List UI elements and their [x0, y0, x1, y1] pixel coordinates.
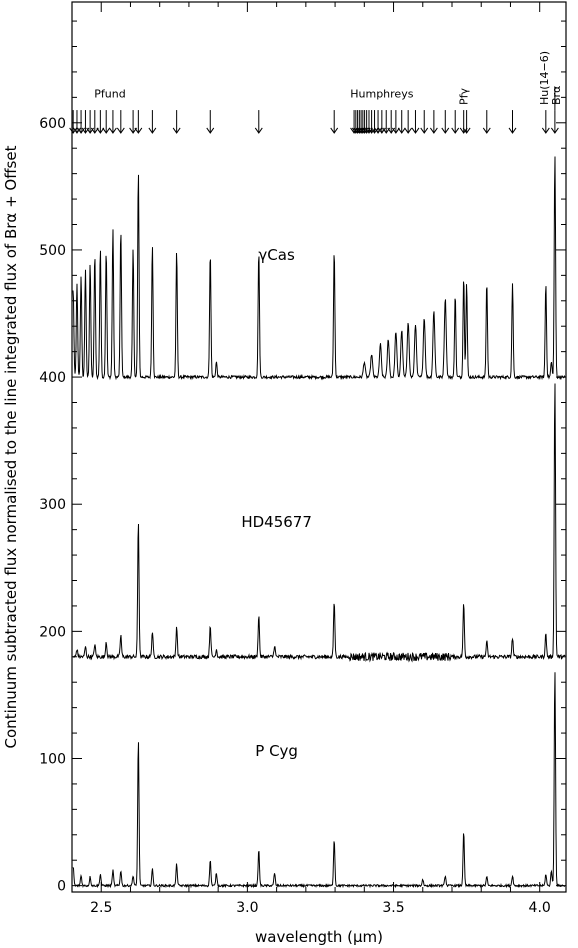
humphreys-arrow-23-head: [462, 127, 471, 134]
x-tick-label: 4.0: [529, 900, 551, 916]
humphreys-arrow-20-head: [429, 127, 438, 134]
y-tick-label: 0: [57, 879, 66, 895]
humphreys-arrow-22-head: [451, 127, 460, 134]
ticks: 2.5 3.0 3.5 4.0 0 100 200 300 400 500 600: [39, 2, 566, 916]
pfund-arrow-15-head: [254, 127, 263, 134]
humphreys-arrow-24-head: [482, 127, 491, 134]
x-tick-label: 3.5: [382, 900, 404, 916]
pfund-arrow-5-head: [90, 127, 99, 134]
pfund-arrow-7-head: [102, 127, 111, 134]
humphreys-arrow-15-head: [391, 127, 400, 134]
series-label-1: HD45677: [241, 513, 312, 531]
humphreys-label: Humphreys: [350, 87, 413, 100]
humphreys-arrow-4-head: [357, 127, 366, 134]
y-tick-label: 500: [39, 243, 66, 259]
hu146-label: Hu(14−6): [538, 51, 551, 105]
pfgamma-arrow-head: [459, 127, 468, 134]
series-line-2: [72, 672, 566, 889]
humphreys-arrow-21-head: [441, 127, 450, 134]
pfund-arrow-16-head: [330, 127, 339, 134]
plot-frame: [71, 1, 567, 893]
humphreys-arrow-16-head: [397, 127, 406, 134]
labels: wavelength (μm) Continuum subtracted flux…: [2, 145, 383, 946]
humphreys-arrow-26-head: [541, 127, 550, 134]
pfund-label: Pfund: [94, 87, 125, 100]
pfund-arrow-12-head: [148, 127, 157, 134]
humphreys-arrow-18-head: [411, 127, 420, 134]
humphreys-arrow-5-head: [358, 127, 367, 134]
humphreys-arrow-17-head: [404, 127, 413, 134]
humphreys-arrow-10-head: [370, 127, 379, 134]
y-tick-label: 200: [39, 624, 66, 640]
series-label-0: γCas: [258, 246, 295, 264]
series-layer: γCas HD45677 P Cyg: [72, 156, 566, 889]
pfund-arrow-9-head: [116, 127, 125, 134]
series-line-0: [72, 156, 566, 381]
humphreys-arrow-25-head: [508, 127, 517, 134]
y-tick-label: 300: [39, 497, 66, 513]
pfund-arrow-13-head: [172, 127, 181, 134]
line-markers: Pfund Humphreys Pfγ Hu(14−6) Brα: [69, 51, 563, 134]
pfund-arrow-11-head: [134, 127, 143, 134]
x-tick-label: 3.0: [236, 900, 258, 916]
bralpha-label: Brα: [550, 86, 563, 105]
axes: [71, 1, 567, 893]
pfund-arrow-8-head: [109, 127, 117, 134]
pfund-arrow-6-head: [96, 127, 105, 134]
pfund-arrow-0-head: [69, 127, 78, 134]
y-tick-label: 600: [39, 116, 66, 132]
bralpha-arrow-head: [550, 127, 559, 134]
series-label-2: P Cyg: [255, 742, 298, 760]
x-axis-title: wavelength (μm): [255, 928, 383, 946]
series-line-1: [72, 383, 566, 663]
humphreys-arrow-19-head: [420, 127, 429, 134]
y-axis-title: Continuum subtracted flux normalised to …: [2, 145, 20, 748]
pfgamma-label: Pfγ: [458, 87, 471, 105]
y-tick-label: 400: [39, 370, 66, 386]
x-tick-label: 2.5: [90, 900, 112, 916]
y-tick-label: 100: [39, 752, 66, 768]
humphreys-arrow-9-head: [367, 127, 376, 134]
humphreys-arrow-11-head: [374, 127, 382, 134]
pfund-arrow-14-head: [206, 127, 215, 134]
